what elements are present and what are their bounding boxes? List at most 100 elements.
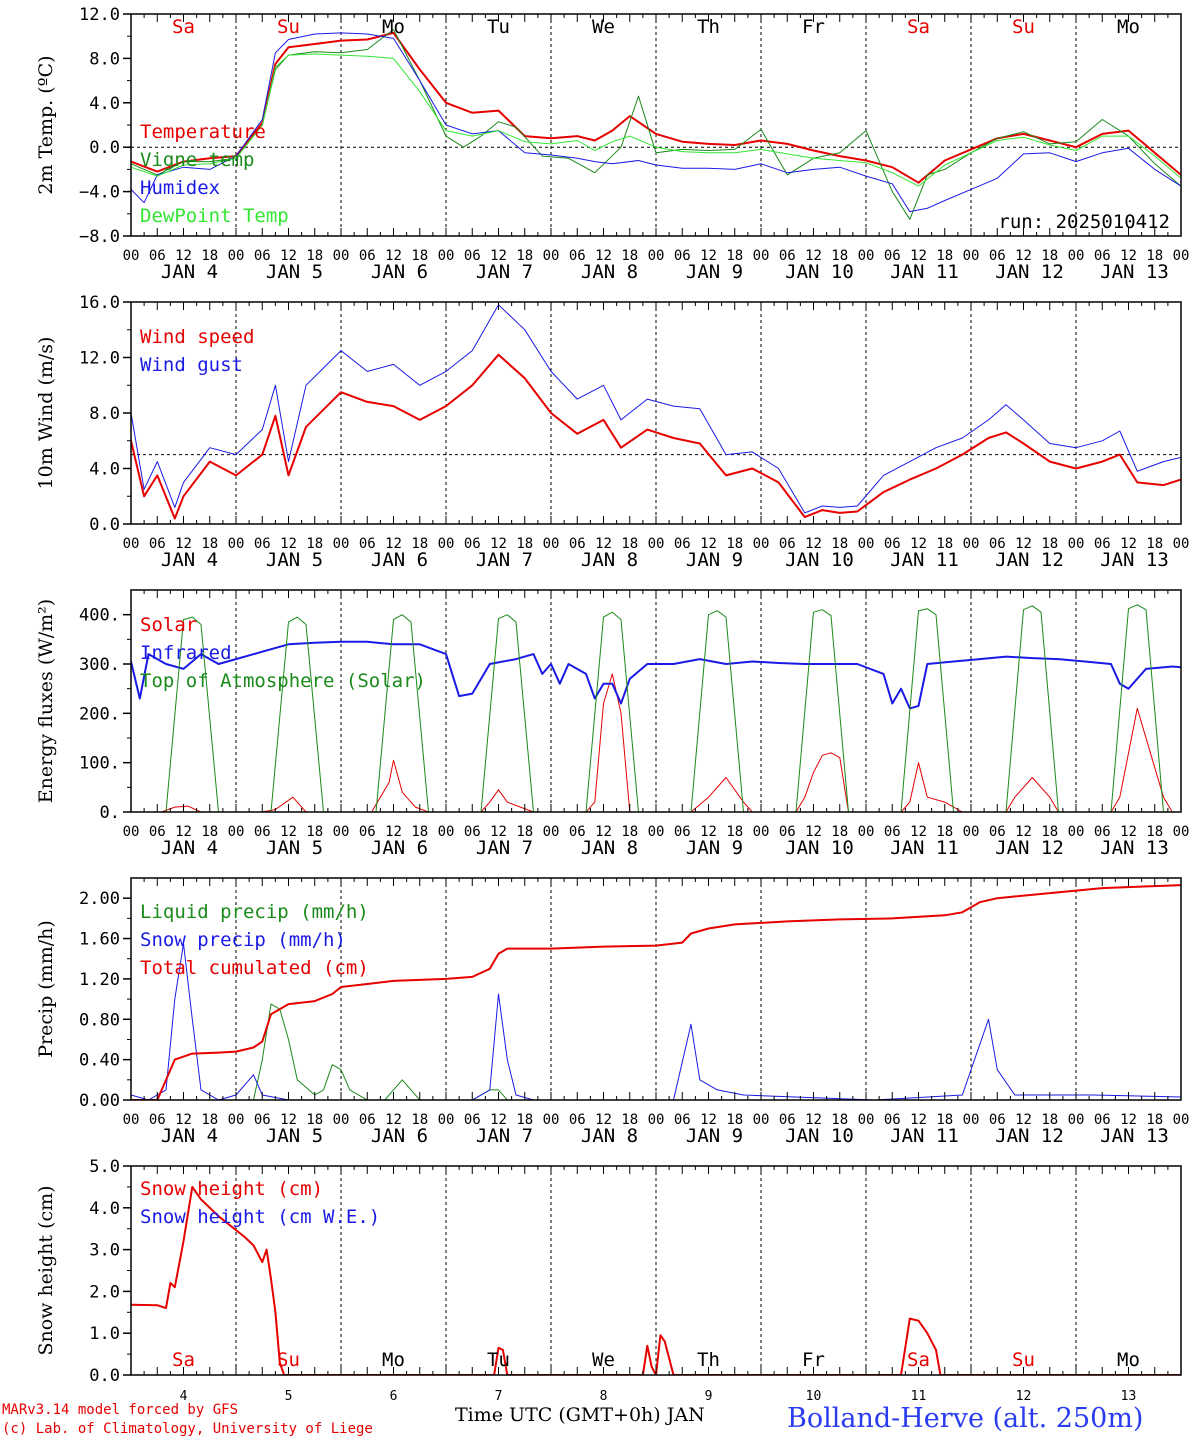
- hour-tick-label: 12: [280, 824, 297, 840]
- date-label: JAN 11: [890, 1125, 959, 1147]
- hour-tick-label: 00: [648, 1112, 665, 1128]
- y-tick-label: 2.0: [89, 1282, 120, 1302]
- day-number-label: 5: [285, 1389, 293, 1404]
- y-tick-label: 0.0: [89, 515, 120, 535]
- hour-tick-label: 12: [910, 1112, 927, 1128]
- weekday-label: We: [592, 16, 615, 38]
- hour-tick-label: 18: [726, 536, 743, 552]
- date-label: JAN 13: [1100, 549, 1169, 571]
- date-label: JAN 9: [686, 1125, 743, 1147]
- hour-tick-label: 00: [963, 824, 980, 840]
- hour-tick-label: 12: [1120, 248, 1137, 264]
- date-label: JAN 13: [1100, 837, 1169, 859]
- hour-tick-label: 00: [438, 248, 455, 264]
- hour-tick-label: 18: [726, 824, 743, 840]
- hour-tick-label: 18: [516, 1112, 533, 1128]
- date-label: JAN 10: [785, 1125, 854, 1147]
- y-tick-label: 5.0: [89, 1157, 120, 1177]
- date-label: JAN 6: [371, 549, 428, 571]
- lab-credit: (c) Lab. of Climatology, University of L…: [2, 1421, 373, 1437]
- hour-tick-label: 12: [595, 824, 612, 840]
- day-number-label: 13: [1121, 1389, 1137, 1404]
- hour-tick-label: 06: [779, 824, 796, 840]
- hour-tick-label: 00: [438, 536, 455, 552]
- y-tick-label: 300.: [79, 655, 120, 675]
- hour-tick-label: 06: [989, 824, 1006, 840]
- hour-tick-label: 00: [963, 536, 980, 552]
- hour-tick-label: 00: [1173, 536, 1190, 552]
- hour-tick-label: 00: [648, 824, 665, 840]
- date-label: JAN 12: [995, 549, 1064, 571]
- series-line-top-of-atmosphere-solar: [131, 604, 1181, 812]
- legend-entry: Solar: [140, 614, 197, 636]
- date-label: JAN 10: [785, 261, 854, 283]
- hour-tick-label: 06: [884, 824, 901, 840]
- hour-tick-label: 00: [648, 536, 665, 552]
- y-tick-label: 12.0: [79, 5, 120, 25]
- hour-tick-label: 12: [175, 824, 192, 840]
- y-tick-label: 1.20: [79, 970, 120, 990]
- date-label: JAN 8: [581, 837, 638, 859]
- weekday-label: Sa: [907, 16, 930, 38]
- hour-tick-label: 12: [490, 1112, 507, 1128]
- day-number-label: 11: [911, 1389, 927, 1404]
- hour-tick-label: 06: [569, 824, 586, 840]
- run-label: run: 2025010412: [998, 211, 1170, 233]
- panel-wind: 16.0 12.0 8.0 4.0 0.0 10m Wind (m/s) 00 06 12 18 0…: [35, 293, 1190, 571]
- hour-tick-label: 12: [700, 824, 717, 840]
- hour-tick-label: 00: [228, 248, 245, 264]
- hour-tick-label: 12: [910, 824, 927, 840]
- hour-tick-label: 06: [674, 248, 691, 264]
- hour-tick-label: 00: [1068, 536, 1085, 552]
- hour-tick-label: 06: [464, 536, 481, 552]
- hour-tick-label: 06: [884, 536, 901, 552]
- hour-tick-label: 12: [385, 248, 402, 264]
- hour-tick-label: 00: [228, 824, 245, 840]
- hour-tick-label: 12: [700, 536, 717, 552]
- date-label: JAN 11: [890, 261, 959, 283]
- date-label: JAN 7: [476, 549, 533, 571]
- date-label: JAN 7: [476, 837, 533, 859]
- series-line-humidex: [131, 32, 1181, 213]
- hour-tick-label: 12: [1120, 824, 1137, 840]
- hour-tick-label: 06: [359, 248, 376, 264]
- hour-tick-label: 18: [1041, 248, 1058, 264]
- series-line-temperature: [131, 31, 1181, 184]
- hour-tick-label: 18: [621, 1112, 638, 1128]
- hour-tick-label: 00: [1068, 1112, 1085, 1128]
- hour-tick-label: 06: [464, 1112, 481, 1128]
- date-label: JAN 12: [995, 261, 1064, 283]
- hour-tick-label: 06: [779, 1112, 796, 1128]
- series-line-wind-gust: [131, 304, 1181, 514]
- hour-tick-label: 06: [254, 536, 271, 552]
- date-label: JAN 12: [995, 837, 1064, 859]
- hour-tick-label: 06: [1094, 536, 1111, 552]
- hour-tick-label: 06: [989, 1112, 1006, 1128]
- hour-tick-label: 18: [1146, 536, 1163, 552]
- hour-tick-label: 18: [831, 248, 848, 264]
- hour-tick-label: 12: [1015, 824, 1032, 840]
- hour-tick-label: 00: [123, 536, 140, 552]
- y-axis-title: 2m Temp. (ºC): [35, 55, 57, 194]
- hour-tick-label: 18: [306, 536, 323, 552]
- legend-entry: Liquid precip (mm/h): [140, 901, 369, 923]
- day-number-label: 12: [1016, 1389, 1032, 1404]
- date-label: JAN 5: [266, 549, 323, 571]
- series-line-dewpoint-temp: [131, 53, 1181, 187]
- weekday-label: Mo: [382, 16, 405, 38]
- legend-entry: Wind gust: [140, 354, 243, 376]
- series-line-wind-speed: [131, 353, 1181, 520]
- hour-tick-label: 06: [674, 536, 691, 552]
- hour-tick-label: 00: [963, 248, 980, 264]
- y-tick-label: 4.0: [89, 94, 120, 114]
- hour-tick-label: 18: [936, 536, 953, 552]
- hour-tick-label: 00: [858, 536, 875, 552]
- series-line-snow-height-cm: [131, 1185, 1181, 1375]
- weekday-label: Mo: [1117, 16, 1140, 38]
- weekday-label: Sa: [907, 1349, 930, 1371]
- hour-tick-label: 06: [569, 1112, 586, 1128]
- hour-tick-label: 06: [254, 248, 271, 264]
- hour-tick-label: 00: [543, 824, 560, 840]
- hour-tick-label: 06: [989, 248, 1006, 264]
- date-label: JAN 13: [1100, 261, 1169, 283]
